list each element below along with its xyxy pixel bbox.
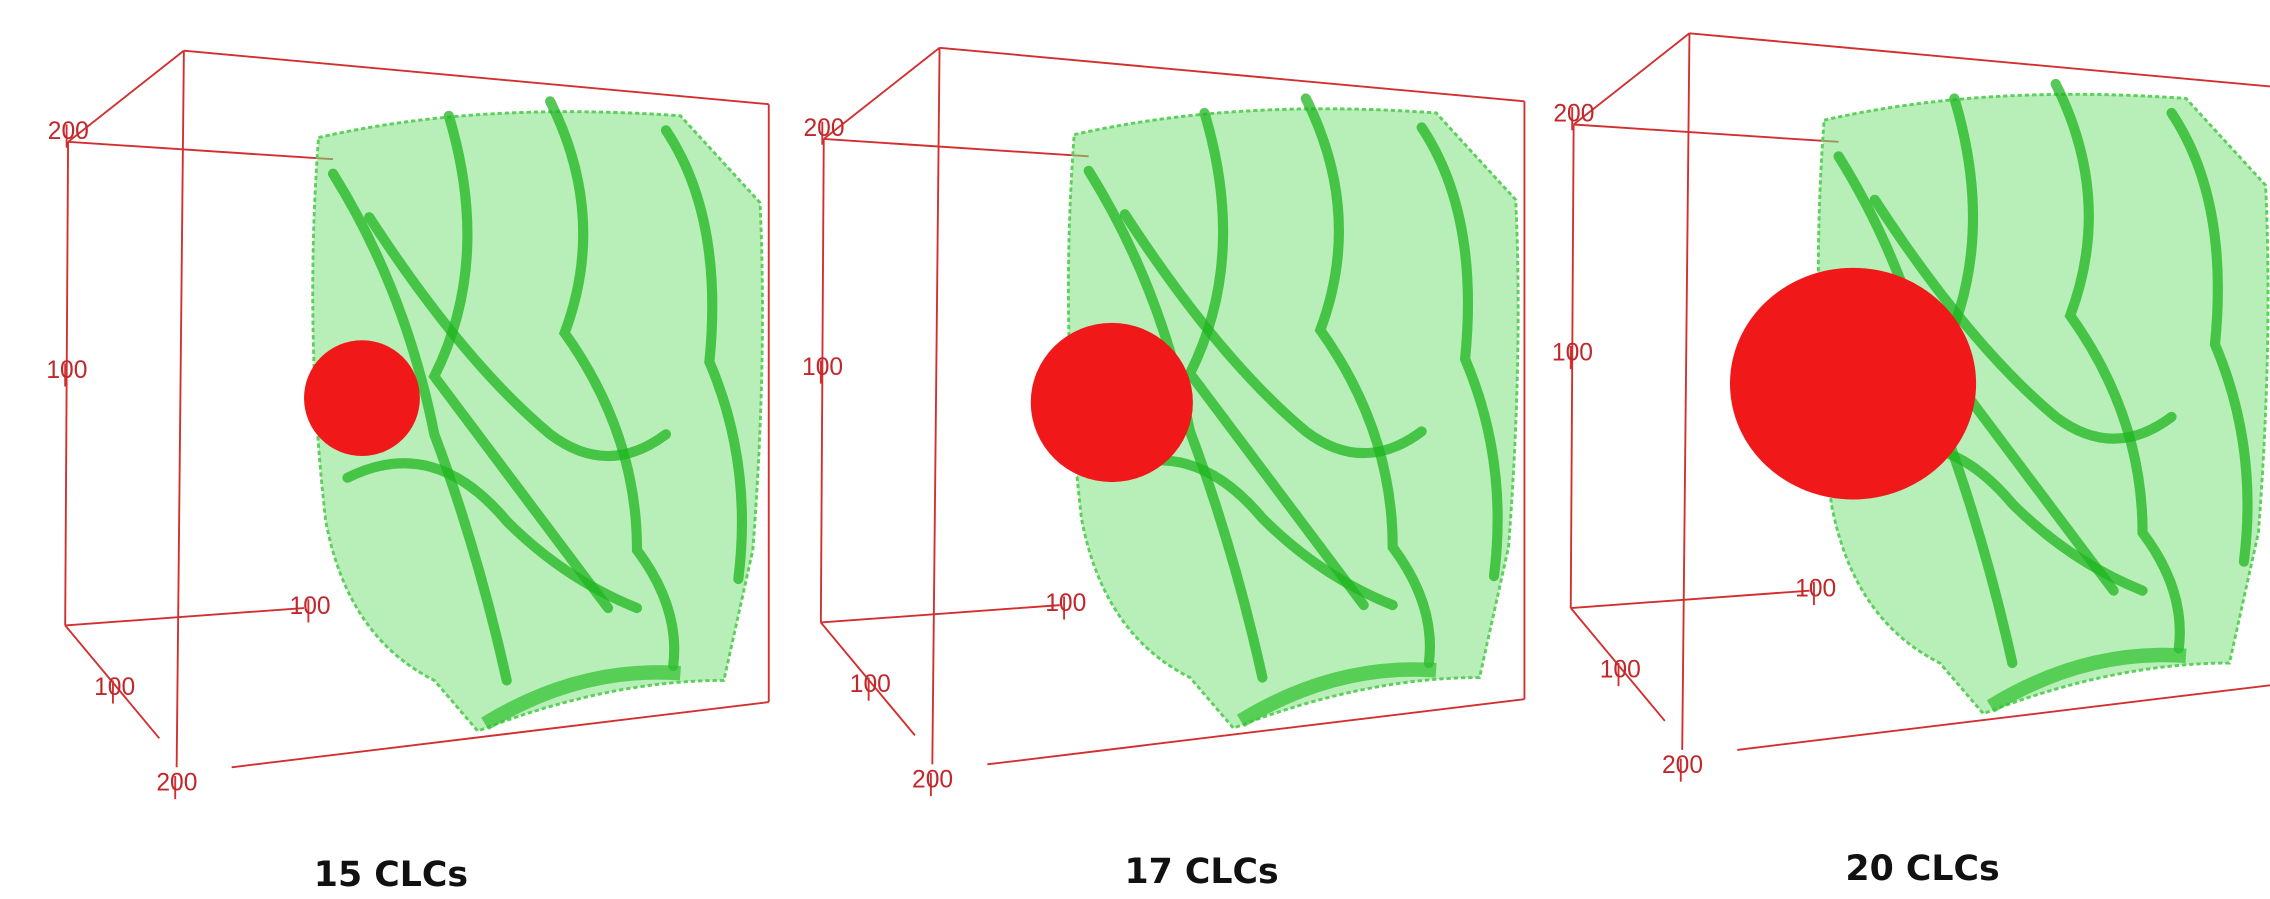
axis-label: 100: [1600, 657, 1641, 684]
box-edge: [184, 51, 769, 105]
box-edge: [177, 51, 184, 768]
panel-caption: 17 CLCs: [1124, 852, 1278, 892]
box-edge: [1571, 591, 1810, 608]
axis-label: 100: [1552, 339, 1593, 366]
box-edge: [65, 608, 304, 625]
box-edge: [932, 48, 939, 765]
box-edge: [940, 48, 1525, 102]
axis-label: 100: [850, 671, 891, 698]
render-panel: 200 100 100 100 200: [46, 51, 768, 799]
box-edge: [1574, 124, 1839, 141]
axis-label: 200: [156, 769, 197, 796]
axis-label: 100: [1795, 575, 1836, 602]
clc-cluster: [1031, 323, 1193, 482]
axis-label: 100: [94, 674, 135, 701]
render-panel: 200 100 100 100 200: [802, 48, 1524, 796]
axis-label: 100: [802, 354, 843, 381]
axis-label: 100: [1045, 590, 1086, 617]
box-edge: [68, 142, 333, 159]
clc-cluster: [304, 340, 420, 456]
box-edge: [821, 605, 1060, 622]
axis-label: 100: [290, 593, 331, 620]
box-edge: [1682, 33, 1689, 750]
axis-label: 200: [48, 118, 89, 145]
box-edge: [1689, 33, 2270, 87]
axis-label: 200: [803, 115, 844, 142]
clc-cluster: [1730, 268, 1976, 500]
panel-caption: 15 CLCs: [314, 855, 468, 895]
axis-label: 200: [1662, 752, 1703, 779]
axis-label: 100: [46, 357, 87, 384]
panel-caption: 20 CLCs: [1845, 849, 1999, 889]
axis-label: 200: [1553, 101, 1594, 128]
render-panel: 200 100 100 100 200: [1552, 33, 2270, 781]
box-edge: [824, 139, 1089, 156]
axis-label: 200: [912, 767, 953, 794]
figure: 200 100 100 100 200 15 CLCs 200 100 100 100 200 17 …: [0, 0, 2270, 899]
